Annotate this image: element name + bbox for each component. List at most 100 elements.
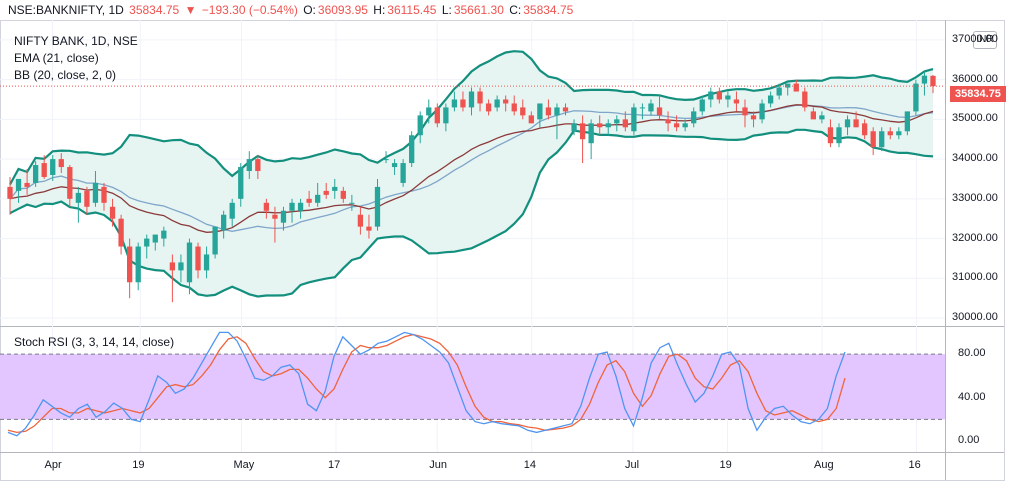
candle-body [870,131,876,148]
candle-body [323,190,329,195]
candle-body [263,202,270,211]
candle-body [315,194,321,203]
legend-ema[interactable]: EMA (21, close) [14,51,99,65]
candle-body [41,163,47,177]
candle-body [221,214,227,231]
time-tick-label: 19 [132,459,145,471]
candle-body [503,99,509,104]
candle-body [272,214,278,219]
currency-badge[interactable]: INR [973,31,997,49]
time-tick-label: Apr [44,459,62,471]
candle-body [280,210,287,223]
symbol-name: NSE:BANKNIFTY, 1D [8,3,124,17]
candle-body [297,202,304,211]
candle-body [451,99,458,108]
stoch-tick-label: 0.00 [958,434,980,447]
candle-body [417,115,423,136]
candle-body [733,99,740,104]
candle-body [802,91,808,108]
candle-body [597,123,603,128]
candle-body [50,159,56,175]
candle-body [75,192,82,203]
ema-line [9,104,934,233]
price-tick-label: 31000.00 [952,271,998,284]
candle-body [588,123,594,144]
candle-body [921,75,928,84]
open-value: 36093.95 [317,3,368,17]
candle-body [434,107,440,124]
legend-title[interactable]: NIFTY BANK, 1D, NSE [14,34,138,48]
candle-body [161,230,167,239]
candle-body [203,254,210,271]
candle-body [426,107,432,116]
time-tick-label: May [233,459,255,471]
low-label: L: [441,3,452,17]
candle-body [562,107,569,112]
candle-body [819,115,825,120]
candle-body [750,115,757,120]
candle-body [349,202,355,204]
candle-body [340,190,346,199]
candle-body [639,107,646,109]
price-tick-label: 37000.00 [952,32,998,45]
candle-body [366,226,372,231]
candle-body [383,159,389,161]
candle-body [195,246,201,271]
bb-lower-line [9,128,934,298]
candle-body [58,159,64,168]
time-tick-label: 17 [328,459,341,471]
candle-body [391,163,398,168]
candle-body [477,91,483,104]
time-tick-label: 16 [908,459,921,471]
candle-body [255,159,261,172]
stoch-tick-label: 80.00 [958,347,986,360]
candle-body [861,123,868,136]
candle-body [836,127,842,144]
candle-body [853,119,859,128]
candle-body [24,182,30,187]
high-label: H: [373,3,386,17]
candle-body [691,111,697,124]
candle-body [460,99,466,108]
candle-body [545,107,552,116]
candle-body [571,123,577,132]
candle-body [793,83,799,92]
candle-body [699,99,705,112]
legend-stoch-rsi[interactable]: Stoch RSI (3, 3, 14, 14, close) [14,335,175,349]
time-tick-label: Aug [814,459,834,471]
chart-frame [0,20,1005,481]
candle-body [656,107,663,116]
candle-body [246,159,252,172]
price-change-arrow: ▼ [184,3,197,17]
candle-body [904,111,911,132]
high-value: 36115.45 [387,3,437,17]
low-value: 35661.30 [453,3,504,17]
candle-body [126,246,133,283]
candle-body [485,103,492,112]
candle-body [708,91,714,100]
stoch-k-line [7,331,846,437]
time-tick-label: 19 [719,459,732,471]
last-price: 35834.75 [129,3,180,17]
price-tick-label: 34000.00 [952,152,998,165]
candle-body [622,119,628,128]
candle-body [109,206,116,219]
legend-bb[interactable]: BB (20, close, 2, 0) [14,68,117,82]
candle-body [212,226,218,255]
candle-body [135,246,141,283]
price-tick-label: 33000.00 [952,191,998,204]
candle-body [810,111,817,120]
candle-body [186,242,193,283]
candle-body [887,131,893,136]
candle-body [742,107,748,116]
price-tick-label: 35000.00 [952,112,998,125]
candle-body [879,131,885,148]
candle-body [15,178,22,191]
candle-body [238,167,244,199]
candle-body [725,95,731,100]
candle-body [930,75,936,87]
last-price-tag: 35834.75 [950,86,1006,102]
candle-body [289,202,295,211]
candle-body [332,186,338,191]
candle-body [7,186,13,199]
